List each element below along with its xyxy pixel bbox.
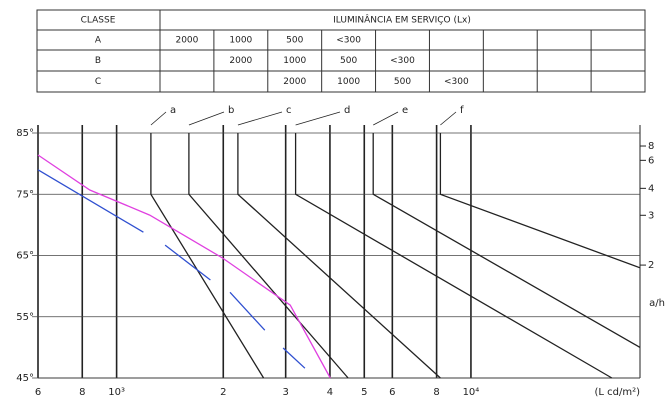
table-cell: <300 [444, 77, 469, 87]
y-tick-label: 85° [16, 128, 34, 139]
table-cell: 500 [394, 77, 411, 87]
luminance-curve [37, 154, 331, 379]
curve-label: e [402, 105, 408, 116]
table-cell: 500 [286, 36, 303, 46]
table-cell: 2000 [175, 36, 198, 46]
leader-line [295, 111, 341, 126]
table-cell: 1000 [229, 36, 252, 46]
x-tick-label: 5 [361, 387, 367, 398]
curve-label: f [460, 105, 464, 116]
x-tick-label: 4 [327, 387, 333, 398]
limit-curve [439, 133, 641, 269]
y-tick-label: 45° [16, 373, 34, 384]
y2-tick-label: 4 [648, 183, 654, 194]
leader-line [150, 111, 167, 126]
luminance-curve [37, 169, 306, 369]
x-tick-label: 10³ [108, 387, 125, 398]
leader-line [188, 111, 225, 126]
table-row-label: C [95, 77, 101, 87]
table-row-label: A [95, 36, 102, 46]
table-header: CLASSE [81, 16, 116, 26]
table-cell: <300 [336, 36, 361, 46]
table-row-label: B [95, 56, 101, 66]
table-cell: 1000 [337, 77, 360, 87]
table-cell: <300 [390, 56, 415, 66]
x-tick-label: 10⁴ [463, 387, 480, 398]
x-tick-label: 6 [35, 387, 41, 398]
table-cell: 500 [340, 56, 357, 66]
limit-curve [294, 133, 613, 379]
curve-label: d [344, 105, 350, 116]
x-tick-label: 3 [282, 387, 288, 398]
y2-tick-label: 2 [648, 260, 654, 271]
table-cell: 2000 [229, 56, 252, 66]
leader-line [373, 111, 399, 126]
table-frame [36, 9, 646, 93]
curve-label: a [170, 105, 176, 116]
x-tick-label: 2 [220, 387, 226, 398]
table-cell: 1000 [283, 56, 306, 66]
x-tick-label: 6 [389, 387, 395, 398]
limit-curve [150, 133, 265, 379]
y2-tick-label: 6 [648, 155, 654, 166]
y2-tick-label: 3 [648, 210, 654, 221]
x-axis-label: (L cd/m²) [594, 387, 640, 398]
leader-line [237, 111, 283, 126]
x-tick-label: 8 [79, 387, 85, 398]
curve-label: c [286, 105, 292, 116]
y-tick-label: 75° [16, 189, 34, 200]
table-header: ILUMINÂNCIA EM SERVIÇO (Lx) [333, 14, 471, 26]
y-tick-label: 55° [16, 312, 34, 323]
y-tick-label: 65° [16, 251, 34, 262]
table-cell: 2000 [283, 77, 306, 87]
limit-curve [372, 133, 641, 348]
y2-tick-label: 8 [648, 141, 654, 152]
curve-label: b [228, 105, 234, 116]
leader-line [440, 111, 457, 126]
limit-curve [237, 133, 441, 379]
x-tick-label: 8 [433, 387, 439, 398]
y2-axis-label: a/h [649, 298, 665, 309]
limit-curve [188, 133, 349, 379]
